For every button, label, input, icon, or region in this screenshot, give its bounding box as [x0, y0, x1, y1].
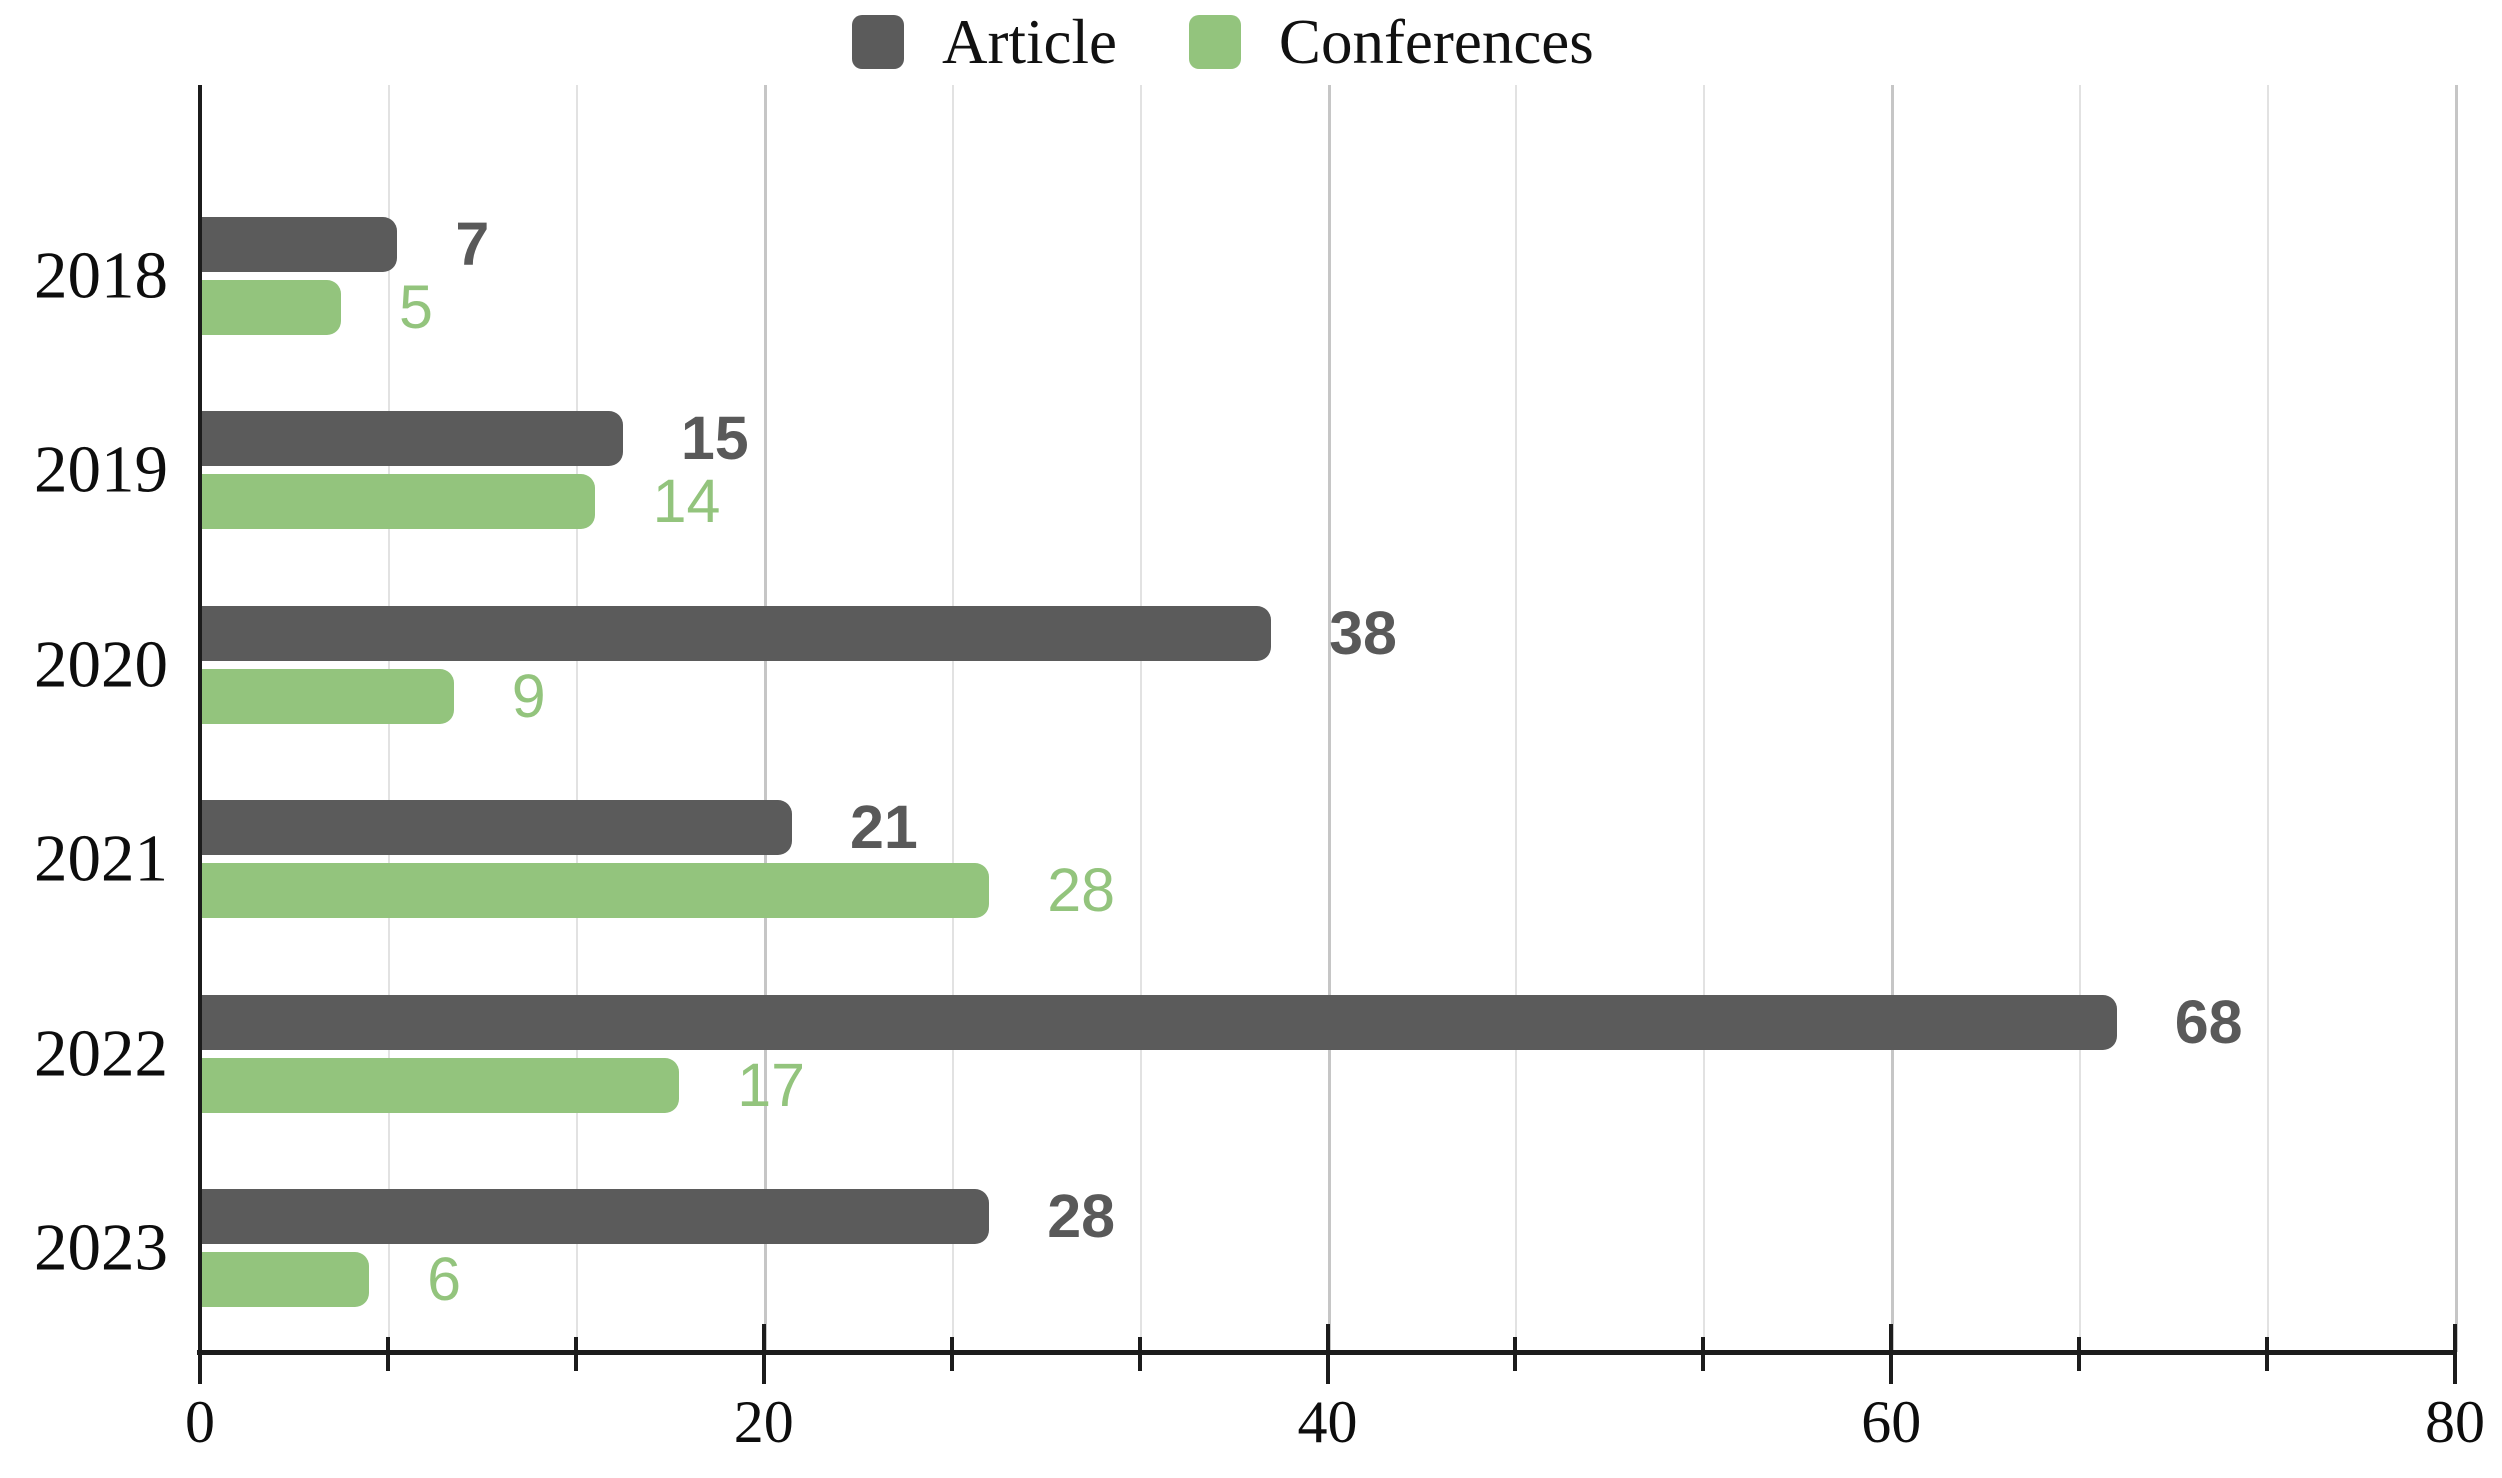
x-tick-minor — [2077, 1337, 2082, 1371]
x-axis-tick-label-20: 20 — [733, 1389, 794, 1455]
value-label-conferences-2022: 17 — [737, 1050, 806, 1119]
gridline-minor — [575, 85, 578, 1352]
x-tick-major — [1325, 1324, 1330, 1384]
bar-article-2021 — [200, 800, 792, 856]
value-label-article-2019: 15 — [680, 404, 749, 473]
x-tick-minor — [1137, 1337, 1142, 1371]
x-axis-tick-labels: 0 20 40 60 80 — [185, 1389, 2485, 1462]
y-axis-label-2019: 2019 — [34, 432, 168, 507]
value-label-conferences-2018: 5 — [398, 273, 433, 341]
gridline-minor — [1703, 85, 1706, 1352]
y-axis-label-2023: 2023 — [34, 1210, 168, 1285]
gridline-major — [763, 85, 767, 1352]
x-tick-minor — [2265, 1337, 2270, 1371]
bar-article-2020 — [200, 605, 1272, 661]
bar-article-2019 — [200, 411, 623, 467]
gridline-major — [1891, 85, 1895, 1352]
value-label-article-2022: 68 — [2174, 987, 2243, 1056]
plot-area: 7 5 15 14 38 9 21 28 68 17 28 6 — [200, 85, 2458, 1352]
y-axis-line — [198, 85, 202, 1381]
x-axis-tick-label-40: 40 — [1297, 1389, 1358, 1455]
value-label-conferences-2021: 28 — [1047, 856, 1116, 925]
bar-conferences-2019 — [200, 474, 595, 530]
value-label-conferences-2023: 6 — [427, 1245, 462, 1313]
gridline-major — [1327, 85, 1331, 1352]
gridline-minor — [2079, 85, 2082, 1352]
value-label-conferences-2019: 14 — [652, 467, 721, 536]
bar-conferences-2018 — [200, 280, 341, 335]
bar-conferences-2022 — [200, 1057, 680, 1113]
value-label-article-2021: 21 — [849, 793, 918, 862]
value-label-conferences-2020: 9 — [511, 661, 546, 730]
x-tick-minor — [1513, 1337, 1518, 1371]
legend: Article Conferences — [852, 10, 1594, 74]
bar-article-2018 — [200, 217, 398, 272]
value-label-article-2018: 7 — [455, 210, 490, 278]
x-tick-major — [1889, 1324, 1894, 1384]
gridline-minor — [1139, 85, 1142, 1352]
y-axis-label-2020: 2020 — [34, 627, 168, 702]
x-tick-minor — [949, 1337, 954, 1371]
y-axis-label-2021: 2021 — [34, 821, 168, 896]
x-tick-minor — [573, 1337, 578, 1371]
legend-item-article: Article — [852, 6, 1117, 77]
legend-label-conferences: Conferences — [1278, 6, 1594, 77]
conferences-swatch-icon — [1188, 15, 1241, 69]
value-label-article-2023: 28 — [1047, 1182, 1116, 1250]
gridline-minor — [951, 85, 954, 1352]
gridline-major — [2455, 85, 2458, 1352]
x-tick-major — [198, 1324, 202, 1384]
y-axis-labels: 2018 2019 2020 2021 2022 2023 — [0, 85, 168, 1352]
y-axis-label-2022: 2022 — [34, 1016, 168, 1091]
bar-article-2023 — [200, 1189, 990, 1244]
x-tick-major — [761, 1324, 766, 1384]
legend-item-conferences: Conferences — [1188, 6, 1594, 77]
y-axis-label-2018: 2018 — [34, 238, 168, 313]
x-tick-major — [2453, 1324, 2457, 1384]
bar-article-2022 — [200, 994, 2117, 1050]
x-tick-minor — [385, 1337, 390, 1371]
gridline-minor — [1515, 85, 1518, 1352]
x-axis-tick-label-60: 60 — [1861, 1389, 1922, 1455]
article-swatch-icon — [852, 15, 904, 69]
x-axis-tick-label-0: 0 — [185, 1389, 215, 1455]
legend-label-article: Article — [942, 6, 1117, 77]
bar-conferences-2023 — [200, 1252, 370, 1307]
x-tick-minor — [1701, 1337, 1706, 1371]
bar-conferences-2020 — [200, 668, 454, 724]
x-axis-tick-label-80: 80 — [2425, 1389, 2485, 1455]
value-label-article-2020: 38 — [1329, 598, 1397, 667]
bar-conferences-2021 — [200, 863, 990, 919]
gridline-minor — [2267, 85, 2270, 1352]
